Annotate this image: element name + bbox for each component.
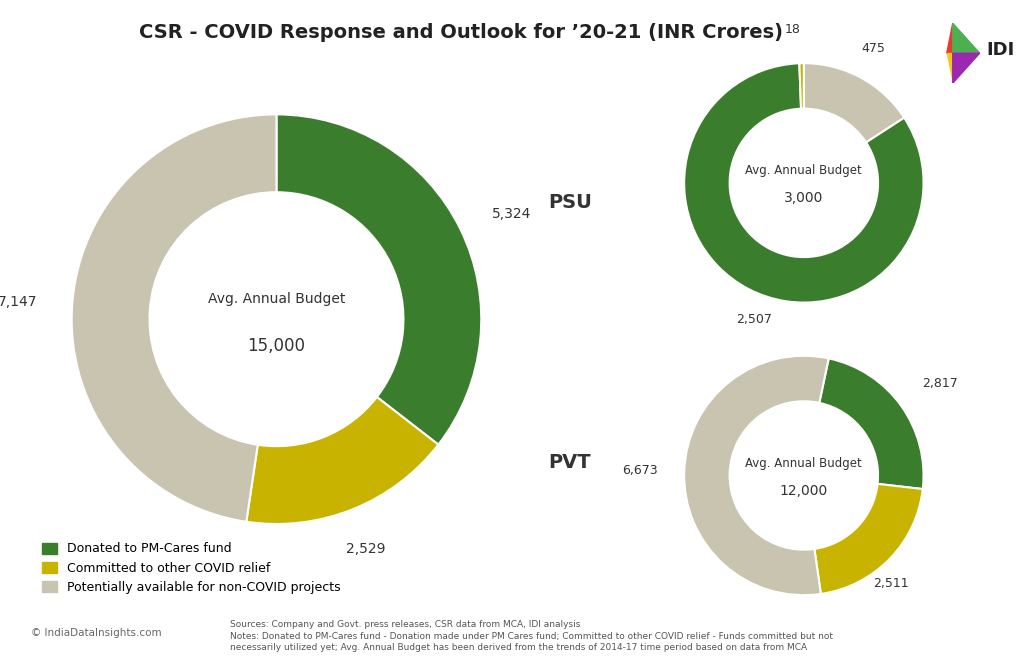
- Wedge shape: [247, 397, 438, 524]
- Wedge shape: [684, 63, 924, 303]
- Text: PSU: PSU: [548, 194, 592, 212]
- Text: 2,817: 2,817: [923, 377, 958, 390]
- Wedge shape: [819, 358, 924, 489]
- Polygon shape: [952, 53, 980, 83]
- Text: 18: 18: [785, 23, 801, 36]
- Text: Avg. Annual Budget: Avg. Annual Budget: [745, 457, 862, 470]
- Text: 2,507: 2,507: [736, 313, 772, 325]
- Text: IDI: IDI: [986, 41, 1015, 59]
- Text: Avg. Annual Budget: Avg. Annual Budget: [208, 292, 345, 306]
- Text: 6,673: 6,673: [623, 464, 657, 477]
- Text: Avg. Annual Budget: Avg. Annual Budget: [745, 164, 862, 178]
- Text: Sources: Company and Govt. press releases, CSR data from MCA, IDI analysis
Notes: Sources: Company and Govt. press release…: [230, 620, 834, 652]
- Text: 12,000: 12,000: [779, 484, 828, 498]
- Text: 15,000: 15,000: [248, 337, 305, 355]
- Wedge shape: [804, 63, 904, 142]
- Polygon shape: [947, 53, 952, 83]
- Text: 475: 475: [861, 41, 886, 55]
- Wedge shape: [800, 63, 804, 108]
- Wedge shape: [276, 114, 481, 445]
- Polygon shape: [952, 23, 980, 53]
- Text: © IndiaDataInsights.com: © IndiaDataInsights.com: [31, 628, 162, 638]
- Text: PVT: PVT: [548, 453, 591, 471]
- Legend: Donated to PM-Cares fund, Committed to other COVID relief, Potentially available: Donated to PM-Cares fund, Committed to o…: [37, 537, 345, 599]
- Text: CSR - COVID Response and Outlook for ’20-21 (INR Crores): CSR - COVID Response and Outlook for ’20…: [139, 23, 782, 43]
- Text: 2,529: 2,529: [346, 541, 385, 555]
- Text: 5,324: 5,324: [492, 207, 531, 221]
- Text: 3,000: 3,000: [784, 192, 823, 205]
- Text: 2,511: 2,511: [873, 577, 908, 591]
- Text: 7,147: 7,147: [0, 295, 38, 309]
- Polygon shape: [947, 23, 952, 53]
- Wedge shape: [814, 484, 923, 594]
- Wedge shape: [684, 356, 828, 595]
- Wedge shape: [72, 114, 276, 522]
